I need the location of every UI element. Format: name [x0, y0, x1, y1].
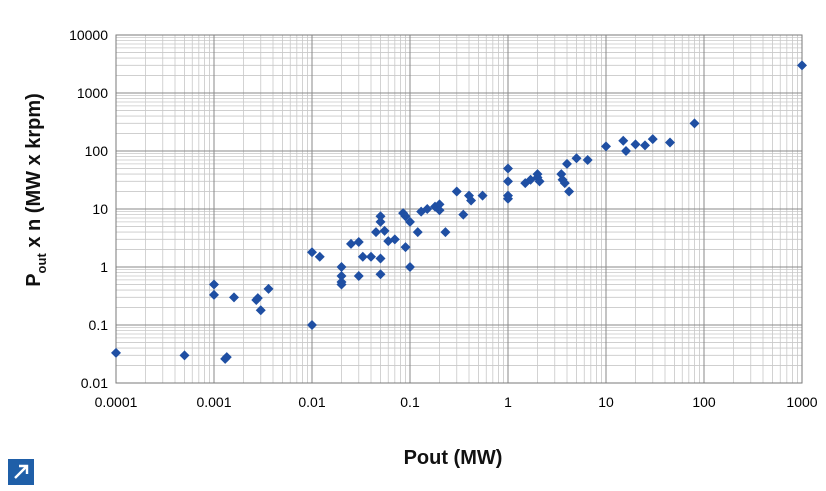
data-point [345, 238, 356, 249]
y-tick-label: 100 [85, 143, 109, 159]
data-point [647, 134, 658, 145]
data-point [111, 347, 121, 358]
data-point [221, 352, 232, 363]
y-tick-label: 1 [100, 259, 108, 275]
x-tick-labels: 0.0001 0.001 0.01 0.1 1 10 100 1000 [95, 394, 818, 410]
data-point [229, 292, 240, 303]
y-tick-label: 10000 [69, 27, 108, 43]
data-point [434, 199, 445, 210]
data-point [263, 283, 274, 294]
data-point [559, 178, 570, 189]
data-point [562, 158, 573, 169]
data-point [665, 137, 676, 148]
data-point [639, 140, 650, 151]
data-point [371, 227, 382, 238]
expand-button[interactable] [8, 459, 34, 485]
x-tick-label: 1 [504, 394, 512, 410]
data-point [375, 269, 386, 280]
x-tick-label: 0.001 [196, 394, 231, 410]
data-point [252, 293, 263, 304]
data-point [412, 227, 423, 238]
x-tick-label: 0.0001 [95, 394, 138, 410]
data-point [503, 163, 513, 174]
data-point [209, 289, 219, 300]
data-point [353, 236, 364, 247]
data-point [179, 350, 190, 361]
data-point [336, 262, 347, 272]
x-tick-label: 100 [692, 394, 716, 410]
data-point [534, 176, 545, 187]
y-axis-title: Pout x n (MW x krpm) [23, 93, 49, 287]
data-point [689, 118, 700, 129]
data-point [797, 60, 807, 71]
y-axis-title-main: P [23, 273, 45, 286]
data-point [336, 270, 347, 281]
data-point [400, 211, 411, 222]
data-point [400, 242, 411, 253]
plot-border [115, 34, 803, 384]
expand-arrow-icon [14, 464, 29, 479]
data-point [466, 195, 477, 206]
y-tick-label: 10 [92, 201, 108, 217]
data-point [357, 251, 368, 262]
data-point [307, 320, 317, 330]
y-tick-labels: 0.01 0.1 1 10 100 1000 10000 [69, 27, 108, 391]
data-point [440, 227, 451, 238]
data-point [601, 141, 611, 152]
y-tick-label: 1000 [77, 85, 108, 101]
data-point [451, 186, 462, 197]
data-point [255, 305, 266, 316]
data-point [621, 146, 632, 156]
data-point [366, 251, 377, 262]
data-point [336, 279, 347, 290]
data-point [630, 139, 641, 150]
x-tick-label: 10 [598, 394, 614, 410]
grid [115, 34, 803, 384]
y-tick-label: 0.01 [81, 375, 108, 391]
data-point [405, 262, 415, 272]
data-point [458, 209, 469, 220]
y-tick-label: 0.1 [89, 317, 109, 333]
data-point [477, 190, 488, 201]
x-tick-label: 0.01 [298, 394, 325, 410]
data-point [503, 193, 513, 204]
data-point [307, 247, 317, 258]
x-tick-label: 1000 [786, 394, 817, 410]
data-point [582, 154, 593, 165]
data-point [375, 216, 386, 227]
x-tick-label: 0.1 [400, 394, 420, 410]
y-axis-title-rest: x n (MW x krpm) [23, 93, 45, 253]
data-point [389, 234, 400, 245]
data-point [618, 135, 629, 146]
data-point [564, 186, 575, 197]
data-point [209, 279, 219, 290]
data-points [111, 60, 807, 364]
data-point [353, 270, 364, 281]
data-point [405, 216, 415, 227]
data-point [379, 225, 390, 236]
data-point [314, 251, 325, 262]
data-point [503, 176, 513, 187]
x-axis-title: Pout (MW) [404, 447, 503, 469]
data-point [375, 211, 386, 222]
data-point [375, 253, 386, 264]
data-point [571, 153, 582, 164]
y-axis-title-subscript: out [34, 253, 49, 274]
data-point [434, 205, 445, 216]
data-point [422, 204, 433, 214]
